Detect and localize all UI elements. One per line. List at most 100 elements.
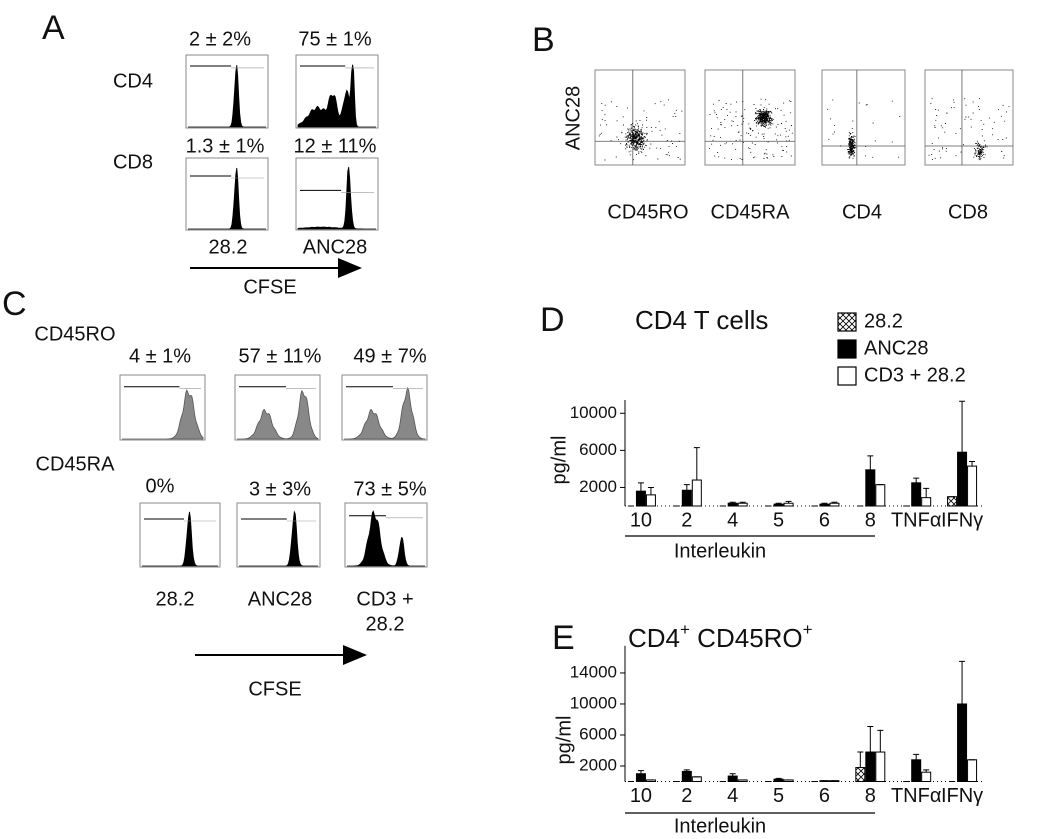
x-axis-label: CD45RO [607, 201, 688, 223]
error-bar [637, 770, 644, 774]
histogram-frame [185, 54, 269, 129]
percent: 73 ± 5% [353, 478, 426, 500]
percent: 2 ± 2% [189, 28, 251, 50]
error-bar [683, 769, 690, 772]
bar [855, 767, 866, 782]
histogram [142, 511, 218, 567]
x-tick-label: 10 [630, 509, 652, 531]
bar [727, 775, 738, 782]
x-tick-label: IFNγ [941, 509, 983, 531]
percent: 4 ± 1% [129, 345, 191, 367]
x-tick-label: 4 [727, 785, 738, 807]
row-label: CD45RO [34, 323, 115, 345]
histogram [344, 386, 426, 440]
error-bar [683, 484, 690, 491]
bar [681, 489, 692, 507]
legend-swatch [837, 339, 857, 359]
axis-label: CFSE [243, 276, 296, 298]
percent: 12 ± 11% [294, 135, 377, 157]
y-tick-label: 10000 [570, 693, 617, 712]
dots [928, 98, 1010, 161]
error-bar [867, 455, 874, 470]
axis-label: CFSE [248, 678, 301, 700]
dots [598, 99, 683, 161]
column-label: 28.2 [366, 613, 405, 635]
histogram [122, 389, 204, 440]
bar [967, 759, 978, 782]
error-bar [831, 501, 838, 504]
x-tick-label: 5 [773, 509, 784, 531]
x-tick-label: 2 [681, 785, 692, 807]
title-part: + [680, 620, 690, 639]
error-bar [959, 400, 966, 453]
bar [865, 751, 876, 782]
panel-label: A [42, 9, 65, 47]
percent: 0% [146, 475, 175, 497]
x-axis-label: CD4 [842, 201, 882, 223]
dots [827, 99, 901, 159]
column-label: ANC28 [248, 588, 312, 610]
bar [635, 773, 646, 783]
error-bar [785, 500, 792, 504]
y-tick-label: 2000 [579, 755, 617, 774]
histogram [297, 166, 376, 230]
column-label: 28.2 [156, 588, 195, 610]
row-label: CD4 [113, 70, 153, 92]
x-tick-label: 6 [819, 785, 830, 807]
error-bar [821, 502, 828, 505]
chart-title: CD4 T cells [635, 305, 768, 335]
histogram-frame [139, 502, 221, 568]
bar [911, 759, 922, 782]
error-bar [693, 447, 700, 481]
x-tick-label: 10 [630, 785, 652, 807]
bar [691, 479, 702, 507]
percent: 3 ± 3% [249, 478, 311, 500]
group-label: Interleukin [674, 815, 766, 837]
bar [875, 751, 886, 782]
x-tick-label: 6 [819, 509, 830, 531]
histogram [237, 389, 319, 440]
histogram-frame [185, 157, 269, 231]
percent: 49 ± 7% [353, 345, 426, 367]
chart-title: CD4+ CD45RO+ [628, 620, 813, 653]
bar [957, 703, 968, 782]
bar [691, 776, 702, 782]
error-bar [775, 502, 782, 505]
legend-label: 28.2 [864, 310, 903, 332]
error-bar [647, 486, 654, 495]
error-bar [923, 769, 930, 773]
y-axis-label: pg/ml [553, 716, 575, 765]
bar [865, 469, 876, 507]
histogram [188, 167, 266, 230]
x-tick-label: TNFα [891, 509, 941, 531]
y-tick-label: 10000 [570, 403, 617, 422]
error-bar [959, 660, 966, 704]
histogram-frame [236, 502, 321, 568]
histogram [239, 510, 318, 567]
x-tick-label: TNFα [891, 785, 941, 807]
dots [709, 98, 793, 160]
bar [645, 494, 656, 507]
error-bar [637, 482, 644, 492]
dot-plot-frame [594, 69, 686, 166]
bar [921, 771, 932, 783]
bar [957, 451, 968, 507]
x-tick-label: 5 [773, 785, 784, 807]
error-bar [867, 725, 874, 753]
error-bar [877, 729, 884, 753]
error-bar [923, 487, 930, 498]
column-label: CD3 + [356, 588, 413, 610]
error-bar [729, 773, 736, 777]
y-tick-label: 2000 [579, 477, 617, 496]
dot-plot-frame [821, 69, 906, 166]
dot-plot-frame [704, 69, 796, 166]
bar [947, 496, 958, 507]
bar [921, 497, 932, 507]
dot-plot-frame [924, 69, 1014, 166]
row-label: CD45RA [36, 453, 116, 475]
title-part: CD4 [628, 623, 680, 653]
percent: 1.3 ± 1% [186, 135, 265, 157]
histogram [188, 65, 266, 128]
y-tick-label: 14000 [570, 662, 617, 681]
